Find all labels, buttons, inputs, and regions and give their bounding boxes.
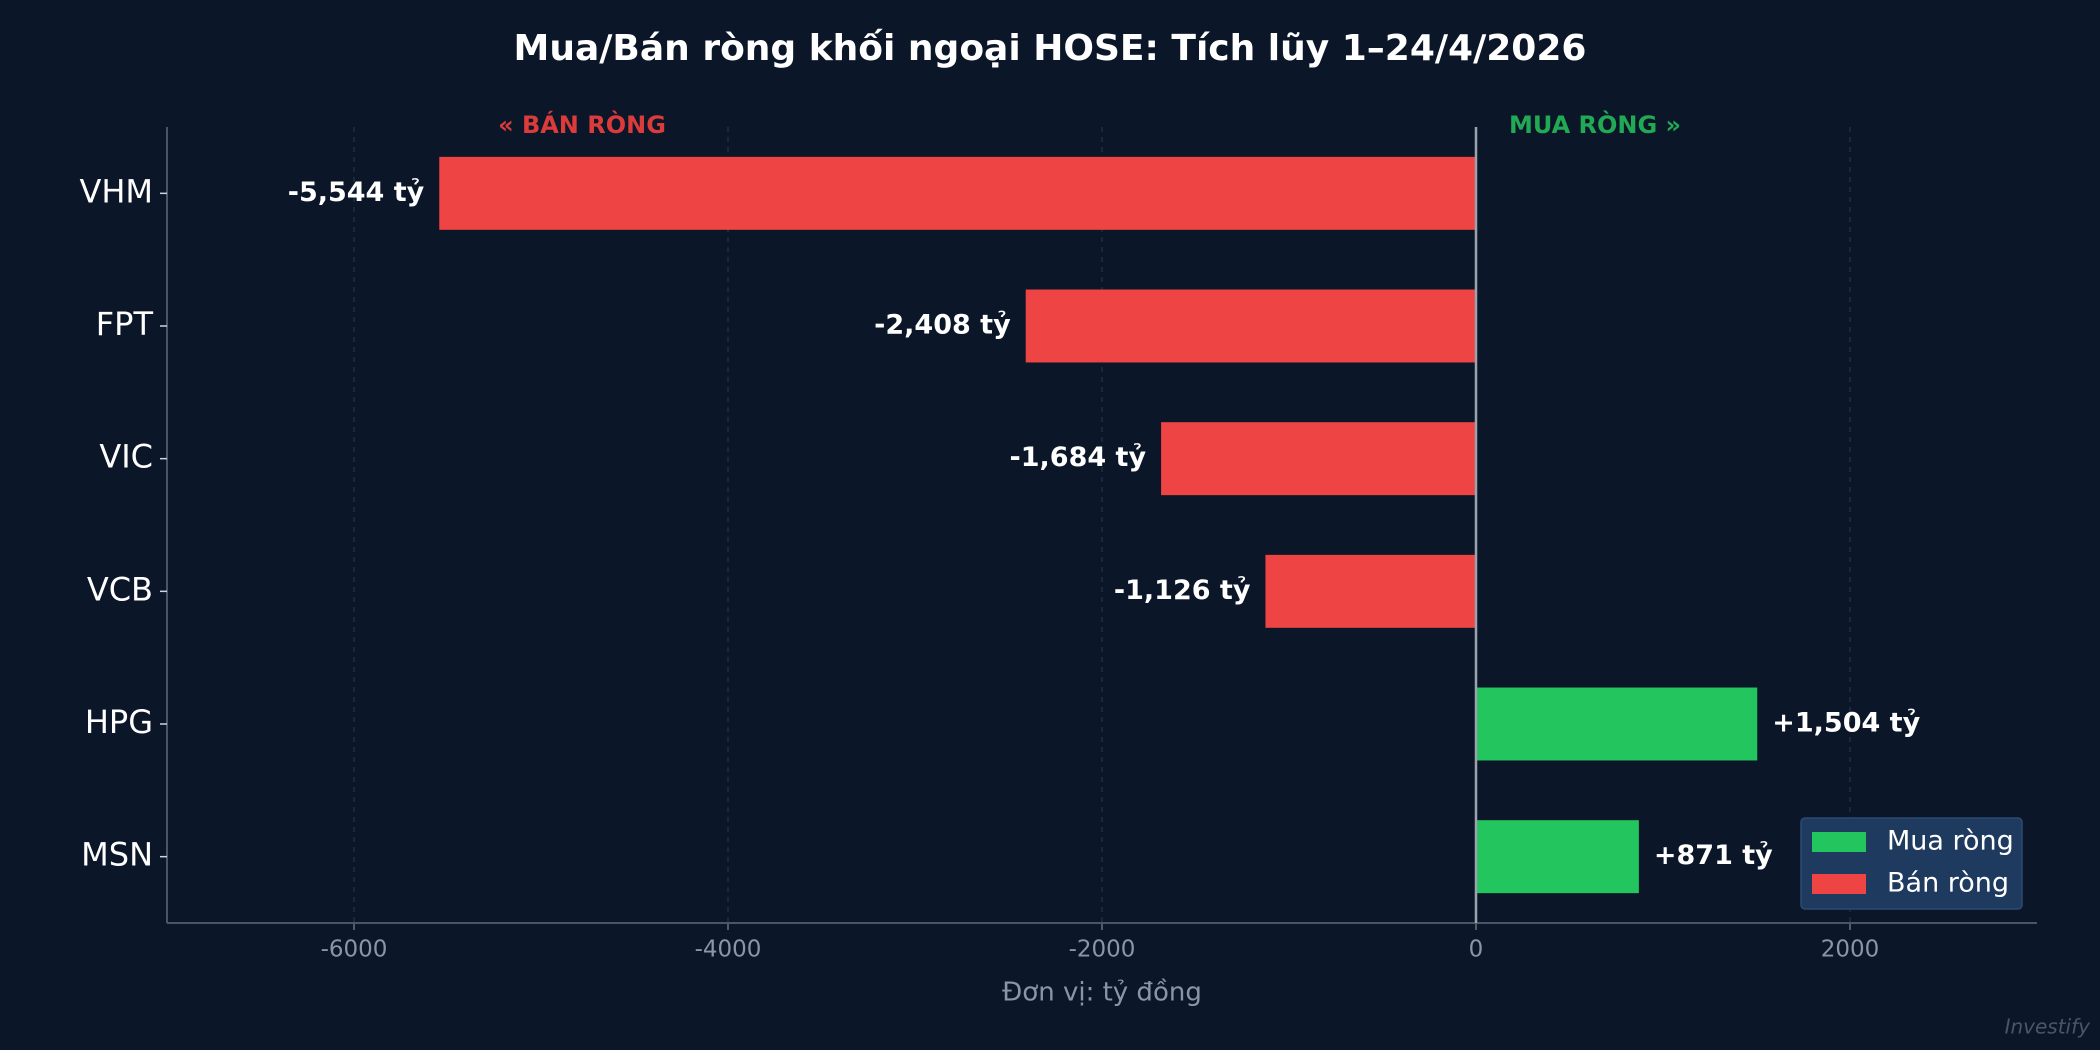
y-tick-label: VHM [79,172,153,210]
legend-label: Mua ròng [1887,826,2014,857]
buy-annotation: MUA RÒNG » [1509,109,1681,139]
value-label: +1,504 tỷ [1772,708,1920,739]
legend-swatch [1812,874,1866,894]
y-tick-label: HPG [85,703,153,741]
bar [439,156,1477,230]
y-tick-label: MSN [81,836,153,874]
chart-title: Mua/Bán ròng khối ngoại HOSE: Tích lũy 1… [514,28,1587,69]
x-tick-label: -4000 [695,937,762,963]
legend-swatch [1812,832,1866,852]
legend-label: Bán ròng [1887,868,2009,899]
bar [1025,289,1476,363]
watermark: Investify [2005,1015,2092,1039]
value-label: -5,544 tỷ [288,177,425,208]
value-label: -1,684 tỷ [1010,442,1147,473]
bar [1476,687,1758,761]
y-tick-label: FPT [96,305,154,343]
y-tick-label: VCB [87,570,153,608]
y-tick-label: VIC [99,438,153,476]
sell-annotation: « BÁN RÒNG [498,109,666,139]
x-tick-label: -6000 [321,937,388,963]
value-label: -1,126 tỷ [1114,575,1251,606]
bar [1265,554,1476,628]
x-tick-label: 2000 [1821,937,1880,963]
bar [1476,820,1639,894]
bar [1161,422,1476,496]
value-label: +871 tỷ [1654,840,1773,871]
x-axis-label: Đơn vị: tỷ đồng [1002,978,1202,1008]
x-tick-label: -2000 [1069,937,1136,963]
value-label: -2,408 tỷ [874,310,1011,341]
x-tick-label: 0 [1469,937,1484,963]
